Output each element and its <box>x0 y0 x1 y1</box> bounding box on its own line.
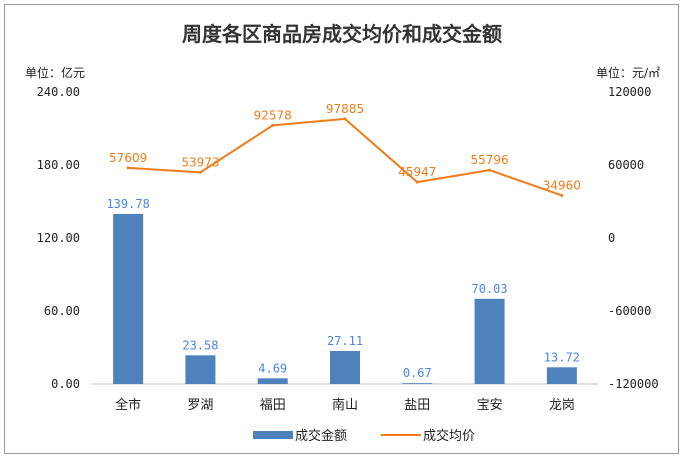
left-axis-unit: 单位：亿元 <box>25 65 85 80</box>
line-point <box>560 193 564 197</box>
category-label: 全市 <box>115 397 141 413</box>
bar <box>185 355 216 384</box>
right-tick-label: 120000 <box>608 85 651 99</box>
line-point <box>198 170 202 174</box>
bar <box>474 298 505 384</box>
line-data-label: 92578 <box>254 108 292 122</box>
left-tick-label: 240.00 <box>37 85 80 99</box>
category-label: 福田 <box>260 398 286 413</box>
line-data-label: 55796 <box>470 153 508 167</box>
left-tick-label: 0.00 <box>51 377 80 391</box>
category-label: 盐田 <box>404 398 430 413</box>
line-series: 57609 53973 92578 97885 45947 55796 34960 <box>109 102 581 197</box>
legend-bar-swatch <box>253 431 293 439</box>
bar-series: 139.78 23.58 4.69 27.11 0.67 70.03 13.72 <box>106 197 580 384</box>
legend-line-label: 成交均价 <box>423 428 475 444</box>
bar-data-label: 0.67 <box>403 366 432 380</box>
bar <box>402 383 433 384</box>
category-label: 宝安 <box>477 398 503 413</box>
bar-data-label: 23.58 <box>182 338 218 352</box>
legend: 成交金额 成交均价 <box>253 428 475 444</box>
line-data-label: 53973 <box>181 155 219 169</box>
category-label: 罗湖 <box>187 398 213 413</box>
line-point <box>488 168 492 172</box>
right-tick-label: -120000 <box>608 377 659 391</box>
left-tick-label: 60.00 <box>44 304 80 318</box>
left-axis: 0.00 60.00 120.00 180.00 240.00 <box>37 85 80 391</box>
bar <box>257 378 288 384</box>
line-point <box>415 180 419 184</box>
right-axis-unit: 单位：元/㎡ <box>596 65 660 80</box>
right-axis: -120000 -60000 0 60000 120000 <box>608 85 659 391</box>
right-tick-label: 0 <box>608 231 615 245</box>
bar-data-label: 27.11 <box>327 334 363 348</box>
chart-frame: 周度各区商品房成交均价和成交金额 单位：亿元 单位：元/㎡ 0.00 60.00 1… <box>4 4 679 454</box>
category-labels: 全市 罗湖 福田 南山 盐田 宝安 龙岗 <box>115 397 575 413</box>
legend-bar-label: 成交金额 <box>295 428 347 444</box>
chart-canvas: 周度各区商品房成交均价和成交金额 单位：亿元 单位：元/㎡ 0.00 60.00 1… <box>25 22 660 444</box>
left-tick-label: 120.00 <box>37 231 80 245</box>
bar-data-label: 4.69 <box>258 361 287 375</box>
left-tick-label: 180.00 <box>37 158 80 172</box>
line-point <box>126 166 130 170</box>
category-label: 龙岗 <box>549 398 575 413</box>
line-point <box>343 117 347 121</box>
line-point <box>271 123 275 127</box>
bar <box>113 213 144 384</box>
category-label: 南山 <box>332 397 358 413</box>
chart-title: 周度各区商品房成交均价和成交金额 <box>182 22 502 46</box>
line-data-label: 45947 <box>398 165 436 179</box>
line-data-label: 97885 <box>326 102 364 116</box>
bar-data-label: 70.03 <box>472 282 508 296</box>
right-tick-label: 60000 <box>608 158 644 172</box>
bar-data-label: 13.72 <box>544 350 580 364</box>
line-data-label: 57609 <box>109 151 147 165</box>
bar <box>330 351 360 384</box>
bar-data-label: 139.78 <box>106 197 149 211</box>
right-tick-label: -60000 <box>608 304 651 318</box>
bar <box>546 367 577 384</box>
line-data-label: 34960 <box>543 178 581 192</box>
